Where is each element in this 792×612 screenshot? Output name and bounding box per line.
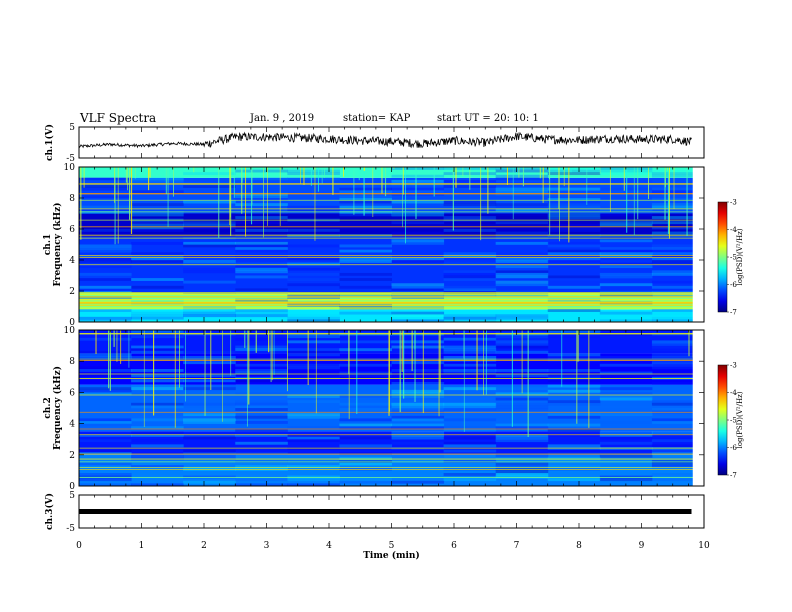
ch1-waveform-line (78, 131, 692, 149)
x-tick-label: 5 (389, 541, 395, 551)
ch1-spec-no-data (692, 167, 704, 322)
ch1-spec-y-tick-label: 4 (69, 256, 75, 266)
x-tick-label: 7 (514, 541, 520, 551)
ch2-spec-y-axis-label: ch.2Frequency (kHz) (43, 366, 63, 450)
ch1-spec-colorbar-tick-label: -3 (730, 199, 737, 207)
x-axis-label: Time (min) (363, 550, 420, 561)
ch2-spec-colorbar (717, 364, 728, 476)
ch2-spec-y-tick-label: 8 (69, 357, 75, 367)
x-tick-label: 6 (451, 541, 457, 551)
ch2-spec-y-tick-label: 2 (69, 451, 75, 461)
ch3-y-tick-label: -5 (66, 524, 75, 534)
ch2-spec-band (79, 384, 704, 432)
x-tick-label: 4 (326, 541, 332, 551)
ch1-spec-y-axis-label: ch.1Frequency (kHz) (43, 202, 63, 286)
chart-title: VLF Spectra (80, 111, 157, 125)
ch2-spec-colorbar-tick-label: -6 (730, 444, 737, 452)
x-tick-label: 8 (576, 541, 582, 551)
ch2-spec-band (79, 353, 704, 385)
ch2-spec-y-tick-label: 6 (69, 388, 75, 398)
x-tick-label: 1 (139, 541, 145, 551)
x-tick-label: 0 (76, 541, 82, 551)
x-tick-label: 10 (698, 541, 710, 551)
ch1-spec-colorbar-label: log(PSD)(V²/Hz) (736, 228, 744, 285)
ch2-spec-y-tick-label: 10 (64, 326, 76, 336)
ch1-spec-y-tick-label: 2 (69, 287, 75, 297)
ch3-ticks (78, 495, 705, 528)
ch1-spec-y-tick-label: 10 (64, 163, 76, 173)
ch2-spec-no-data (692, 330, 704, 486)
ch2-spec-colorbar-tick-label: -7 (730, 472, 737, 480)
ch3-y-axis-label: ch.3(V) (44, 493, 55, 530)
ch2-spec-band (79, 330, 704, 354)
ch1-spec-colorbar-tick-label: -6 (730, 281, 737, 289)
ch2-spec-y-tick-label: 4 (69, 420, 75, 430)
ch2-spec-y-tick-label: 0 (69, 482, 75, 492)
ch1-spec-colorbar-tick-label: -7 (730, 309, 737, 317)
ch1-spec-y-tick-label: 8 (69, 194, 75, 204)
station-label: station= KAP (343, 113, 411, 124)
ch1-y-tick-label: 5 (69, 123, 75, 133)
x-tick-label: 3 (264, 541, 270, 551)
ch2-spec-band (79, 431, 704, 455)
ch2-spec-colorbar-tick-label: -3 (730, 362, 737, 370)
ch2-spec-band (79, 454, 704, 486)
x-tick-label: 9 (639, 541, 645, 551)
ch2-spec-colorbar-label: log(PSD)(V²/Hz) (736, 391, 744, 448)
ch1-spec-spectrogram (79, 167, 704, 322)
x-tick-label: 2 (201, 541, 207, 551)
ch2-spec-spectrogram (79, 330, 704, 486)
ch1-spec-band (79, 309, 704, 322)
ch1-ticks (78, 127, 705, 158)
ch1-y-axis-label: ch.1(V) (44, 124, 55, 161)
start-time-label: start UT = 20: 10: 1 (437, 113, 539, 124)
ch1-spec-ticks (78, 167, 705, 322)
ch1-spec-band (79, 213, 704, 237)
ch1-spec-band (79, 167, 704, 178)
ch1-spec-y-tick-label: 6 (69, 225, 75, 235)
ch2-spec-colorbar-tick-label: -5 (730, 417, 737, 425)
ch1-spec-colorbar (717, 201, 728, 313)
ch2-spec-colorbar-tick-label: -4 (730, 389, 737, 397)
date-label: Jan. 9 , 2019 (250, 113, 315, 124)
ch1-y-tick-label: -5 (66, 154, 75, 164)
ch3-y-tick-label: 5 (69, 491, 75, 501)
ch1-spec-colorbar-tick-label: -5 (730, 254, 737, 262)
ch1-spec-y-tick-label: 0 (69, 318, 75, 328)
ch1-spec-colorbar-tick-label: -4 (730, 226, 737, 234)
ch2-spec-ticks (78, 330, 705, 486)
